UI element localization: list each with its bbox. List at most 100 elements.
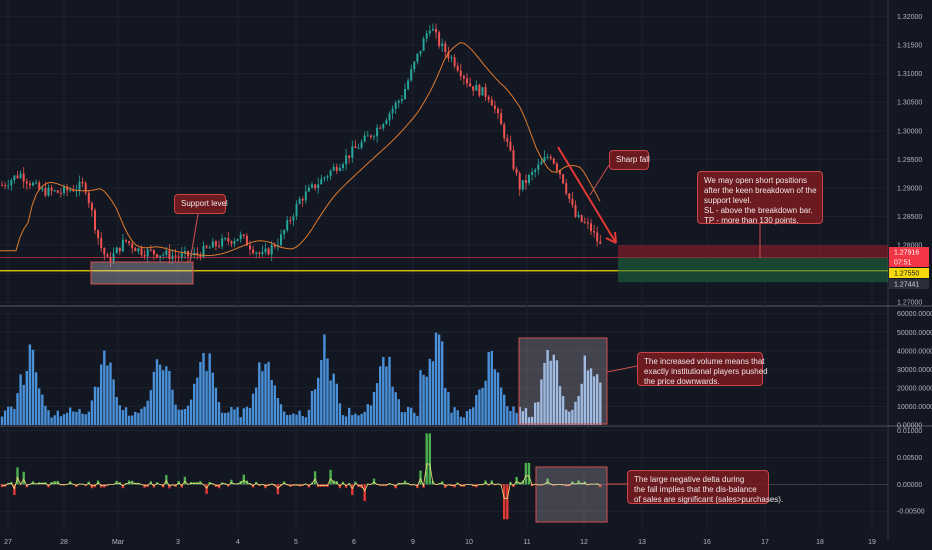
candle-body [459, 70, 462, 77]
volume-bar [233, 409, 236, 425]
volume-bar [174, 404, 177, 425]
candle-body [28, 183, 31, 186]
volume-bar [546, 350, 549, 425]
stop-loss-zone [618, 245, 888, 258]
candle-body [528, 174, 530, 184]
volume-bar [437, 334, 441, 425]
volume-bar [503, 394, 506, 425]
candle-body [332, 166, 335, 171]
volume-bar [385, 366, 388, 425]
price-tag-label: 1.27916 [894, 250, 919, 257]
delta-panel[interactable] [0, 433, 602, 520]
candle-body [534, 169, 537, 172]
candle-body [218, 245, 220, 247]
candle-body [311, 184, 313, 188]
candle-body [280, 234, 282, 245]
candle-body [264, 248, 267, 253]
candle-body [72, 189, 75, 192]
volume-bar [208, 353, 211, 425]
candle-body [466, 78, 468, 84]
volume-bar [360, 413, 363, 425]
volume-bar [382, 356, 385, 425]
delta-note-line: The large negative delta during [634, 475, 745, 484]
candle-body [568, 193, 571, 199]
candle-body [500, 113, 503, 125]
volume-bar [146, 400, 149, 425]
support-level-text: Support level [181, 199, 228, 208]
volume-bar [568, 411, 571, 425]
candle-body [106, 254, 109, 257]
volume-bar [441, 341, 444, 425]
candle-body [503, 124, 506, 139]
volume-note-line: The increased volume means that [644, 357, 765, 366]
volume-bar [282, 411, 286, 425]
volume-bar [28, 344, 32, 425]
y-tick-label: 0.00500 [897, 455, 922, 462]
candle-body [221, 238, 224, 247]
candle-body [435, 28, 437, 33]
volume-bar [131, 415, 134, 425]
candle-body [103, 248, 106, 255]
volume-panel[interactable] [0, 332, 602, 425]
volume-bar [100, 364, 103, 425]
candle-body [419, 50, 422, 54]
volume-note-line: exactly institutional players pushed [644, 367, 768, 376]
volume-bar [22, 384, 25, 425]
candle-body [376, 127, 379, 137]
candle-body [524, 180, 527, 184]
candle-body [301, 199, 304, 201]
candle-body [152, 250, 155, 255]
volume-bar [413, 412, 416, 425]
volume-bar [217, 402, 221, 425]
x-tick-label: 13 [638, 539, 646, 546]
candle-body [128, 241, 131, 244]
candle-body [180, 253, 183, 258]
volume-bar [230, 407, 233, 425]
volume-bar [248, 408, 252, 425]
y-tick-label: 1.32000 [897, 14, 922, 21]
volume-bar [298, 410, 301, 425]
volume-bar [158, 364, 162, 425]
volume-bar [193, 383, 196, 425]
candle-body [407, 80, 410, 90]
volume-bar [450, 412, 453, 425]
candle-body [171, 255, 174, 259]
candle-body [453, 57, 456, 67]
candle-body [115, 247, 118, 254]
volume-bar [490, 351, 493, 425]
volume-bar [87, 411, 90, 425]
volume-bar [422, 374, 425, 425]
volume-bar [186, 405, 190, 425]
candle-body [335, 166, 338, 171]
volume-bar [453, 407, 456, 425]
candle-body [400, 99, 403, 101]
volume-bar [332, 373, 335, 425]
x-tick-label: 18 [816, 539, 824, 546]
volume-bar [459, 416, 462, 425]
candle-body [484, 87, 487, 97]
volume-bar [168, 370, 171, 425]
volume-bar [196, 377, 199, 425]
volume-bar [214, 387, 218, 425]
candle-body [562, 174, 565, 184]
price-tag [889, 257, 929, 267]
volume-bar [16, 393, 19, 425]
candle-body [224, 238, 227, 240]
volume-bar [434, 332, 438, 425]
candle-body [177, 256, 180, 258]
candle-body [44, 188, 47, 196]
delta-note: The large negative delta during the fall… [627, 470, 783, 504]
price-panel[interactable] [0, 23, 602, 268]
volume-bar [496, 372, 500, 425]
candle-body [283, 230, 286, 235]
volume-bar [245, 406, 249, 425]
candle-body [140, 248, 143, 255]
candle-body [87, 192, 90, 204]
volume-bar [472, 407, 475, 425]
volume-bar [90, 400, 94, 425]
volume-bar [224, 413, 227, 425]
y-tick-label: 1.31500 [897, 43, 922, 50]
candle-body [131, 243, 134, 249]
volume-bar [589, 368, 593, 425]
